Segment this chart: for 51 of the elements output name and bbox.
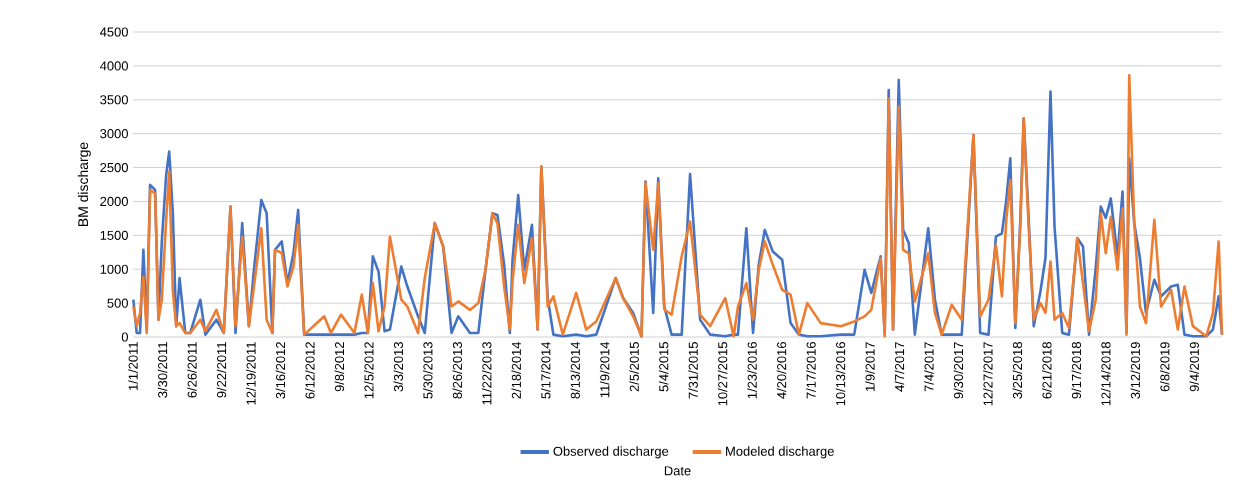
y-tick-label: 4000 xyxy=(99,61,128,71)
x-tick-label: 2/18/2014 xyxy=(511,341,521,399)
y-tick-label: 0 xyxy=(121,332,128,342)
x-tick-label: 1/23/2016 xyxy=(747,342,757,399)
x-tick-label: 4/7/2017 xyxy=(894,342,905,392)
x-tick-label: 5/4/2015 xyxy=(658,342,669,392)
y-tick-label: 1500 xyxy=(100,230,128,240)
y-tick-label: 2000 xyxy=(100,196,128,207)
x-tick-label: 11/9/2014 xyxy=(599,341,610,398)
x-tick-label: 8/13/2014 xyxy=(570,341,580,399)
x-tick-label: 1/9/2017 xyxy=(865,342,875,391)
x-tick-label: 11/22/2013 xyxy=(481,342,492,405)
x-tick-label: 12/27/2017 xyxy=(983,342,993,406)
x-tick-label: 8/26/2013 xyxy=(452,342,463,399)
x-axis-title: Date xyxy=(664,466,691,476)
x-tick-label: 7/4/2017 xyxy=(924,342,934,392)
x-tick-label: 10/13/2016 xyxy=(835,342,846,406)
x-tick-label: 1/1/2011 xyxy=(128,342,138,390)
x-tick-label: 12/19/2011 xyxy=(246,342,256,405)
x-tick-label: 2/5/2015 xyxy=(629,342,639,392)
x-tick-label: 3/25/2018 xyxy=(1012,342,1023,399)
legend-label: Observed discharge xyxy=(553,446,669,459)
x-tick-label: 10/27/2015 xyxy=(717,342,728,406)
x-tick-label: 6/8/2019 xyxy=(1159,342,1170,392)
x-tick-label: 6/21/2018 xyxy=(1042,342,1052,399)
x-tick-label: 9/30/2017 xyxy=(953,342,964,399)
y-tick-label: 500 xyxy=(107,298,128,308)
x-tick-label: 9/22/2011 xyxy=(216,342,227,398)
x-tick-label: 9/4/2019 xyxy=(1189,342,1199,392)
legend-label: Modeled discharge xyxy=(726,446,834,459)
x-tick-label: 6/26/2011 xyxy=(187,342,197,398)
x-tick-label: 6/12/2012 xyxy=(305,342,315,399)
y-tick-label: 4500 xyxy=(99,27,128,37)
y-axis-title: BM discharge xyxy=(77,142,91,226)
x-tick-label: 3/12/2019 xyxy=(1130,342,1140,399)
x-tick-label: 7/17/2016 xyxy=(806,342,816,399)
x-tick-label: 12/5/2012 xyxy=(364,342,374,399)
x-tick-label: 4/20/2016 xyxy=(776,342,787,399)
x-tick-label: 3/16/2012 xyxy=(275,342,286,399)
x-tick-label: 9/8/2012 xyxy=(334,342,345,392)
y-tick-label: 3500 xyxy=(100,95,128,105)
x-tick-label: 3/30/2011 xyxy=(157,342,168,398)
y-tick-label: 3000 xyxy=(100,129,128,139)
x-tick-label: 3/3/2013 xyxy=(393,342,404,392)
x-tick-label: 5/30/2013 xyxy=(423,342,433,399)
y-tick-label: 2500 xyxy=(100,162,128,173)
x-tick-label: 7/31/2015 xyxy=(688,342,698,399)
x-tick-label: 5/17/2014 xyxy=(540,341,551,399)
x-tick-label: 12/14/2018 xyxy=(1101,342,1111,406)
y-tick-label: 1000 xyxy=(100,264,128,274)
x-tick-label: 9/17/2018 xyxy=(1071,342,1082,399)
